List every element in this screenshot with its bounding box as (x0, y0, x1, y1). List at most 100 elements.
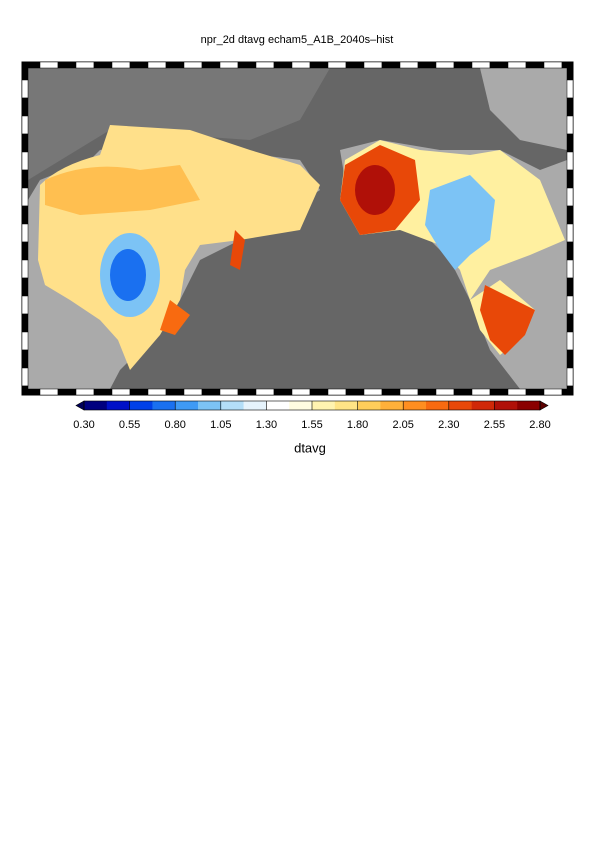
frame-tick (309, 388, 329, 396)
colorbar-segment (426, 401, 450, 410)
frame-tick (435, 388, 455, 396)
frame-tick (21, 187, 29, 207)
frame-tick (39, 388, 59, 396)
frame-tick (566, 295, 574, 315)
frame-tick (111, 61, 131, 69)
frame-tick (237, 61, 257, 69)
frame-tick (566, 277, 574, 297)
frame-tick (129, 61, 149, 69)
frame-tick (566, 367, 574, 387)
frame-tick (471, 61, 491, 69)
frame-tick (75, 388, 95, 396)
frame-tick (566, 187, 574, 207)
frame-tick (566, 133, 574, 153)
colorbar-tick-label: 1.55 (301, 419, 322, 431)
colorbar-segment (243, 401, 267, 410)
colorbar-tick-label: 0.30 (73, 419, 94, 431)
frame-tick (566, 259, 574, 279)
frame-tick (219, 388, 239, 396)
frame-tick (57, 388, 77, 396)
data-canada-cool (425, 175, 495, 270)
frame-tick (21, 349, 29, 369)
frame-tick (165, 388, 185, 396)
frame-tick (21, 205, 29, 225)
frame-tick (21, 277, 29, 297)
frame-tick (543, 61, 563, 69)
frame-tick (489, 61, 509, 69)
frame-tick (399, 61, 419, 69)
frame-tick (21, 133, 29, 153)
frame-tick (165, 61, 185, 69)
data-asia-cold (110, 249, 146, 301)
colorbar-segment (129, 401, 153, 410)
frame-tick (543, 388, 563, 396)
frame-tick (327, 61, 347, 69)
data-korea (160, 300, 190, 335)
colorbar-label: dtavg (294, 440, 326, 455)
frame-tick (566, 385, 574, 396)
frame-tick (21, 169, 29, 189)
map (28, 68, 567, 389)
frame-tick (21, 241, 29, 261)
arctic-ocean (28, 68, 330, 180)
frame-tick (273, 388, 293, 396)
frame-tick (21, 295, 29, 315)
frame-tick (566, 349, 574, 369)
colorbar-segment (152, 401, 176, 410)
frame-tick (21, 385, 29, 396)
frame-tick (39, 61, 59, 69)
frame-tick (21, 367, 29, 387)
colorbar-segment (198, 401, 222, 410)
frame-tick (381, 388, 401, 396)
colorbar-segment (380, 401, 404, 410)
colorbar-tick-label: 2.05 (392, 419, 413, 431)
frame-tick (566, 169, 574, 189)
frame-tick (21, 223, 29, 243)
colorbar-segment (175, 401, 199, 410)
frame-tick (291, 388, 311, 396)
frame-tick (147, 388, 167, 396)
frame-tick (363, 388, 383, 396)
frame-tick (201, 388, 221, 396)
frame-tick (57, 61, 77, 69)
frame-tick (93, 61, 113, 69)
data-us-west (480, 285, 535, 355)
colorbar-segment (494, 401, 518, 410)
frame-tick (219, 61, 239, 69)
frame-tick (363, 61, 383, 69)
frame-tick (507, 61, 527, 69)
frame-tick (507, 388, 527, 396)
frame-tick (566, 151, 574, 171)
frame-tick (255, 388, 275, 396)
colorbar-under (75, 400, 85, 411)
frame-tick (309, 61, 329, 69)
frame-tick (327, 388, 347, 396)
frame-tick (183, 61, 203, 69)
frame-tick (566, 205, 574, 225)
frame-tick (489, 388, 509, 396)
frame-tick (21, 331, 29, 351)
frame-tick (566, 313, 574, 333)
colorbar-tick-label: 1.80 (347, 419, 368, 431)
frame-tick (525, 388, 545, 396)
colorbar-segment (334, 401, 358, 410)
frame-tick (75, 61, 95, 69)
frame-tick (93, 388, 113, 396)
frame-tick (21, 97, 29, 117)
colorbar-tick-label: 1.30 (256, 419, 277, 431)
frame-tick (129, 388, 149, 396)
frame-tick (21, 151, 29, 171)
frame-tick (566, 97, 574, 117)
colorbar-tick-label: 0.80 (164, 419, 185, 431)
frame-tick (345, 61, 365, 69)
data-asia-warm (45, 165, 200, 215)
frame-tick (273, 61, 293, 69)
frame-tick (21, 259, 29, 279)
colorbar-segment (448, 401, 472, 410)
data-kamchatka (230, 230, 245, 270)
frame-tick (21, 79, 29, 99)
frame-tick (381, 61, 401, 69)
map-frame (21, 61, 574, 396)
data-alaska-hot (355, 165, 395, 215)
